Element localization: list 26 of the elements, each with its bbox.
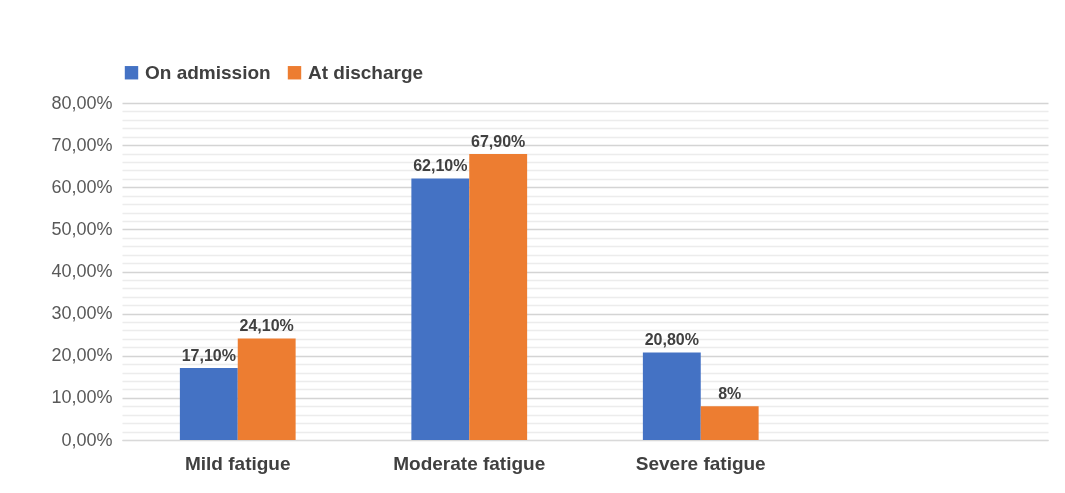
bar [700,406,759,440]
bar [642,352,701,440]
data-label: 17,10% [181,346,236,364]
x-tick-label: Severe fatigue [635,452,766,474]
bar [411,178,470,440]
data-label: 62,10% [413,157,468,175]
data-label: 20,80% [644,331,699,349]
y-tick-label: 20,00% [51,345,113,366]
y-tick-label: 40,00% [51,261,113,281]
bar [237,338,296,440]
y-tick-label: 70,00% [51,134,113,155]
x-tick-label: Mild fatigue [184,452,291,474]
y-tick-label: 60,00% [51,176,113,197]
data-label: 67,90% [471,132,526,150]
legend-label: At discharge [308,61,424,83]
data-label: 24,10% [239,317,294,335]
y-tick-label: 0,00% [61,429,113,450]
bar [469,153,528,440]
bar [179,367,238,440]
y-tick-label: 30,00% [51,303,113,324]
y-tick-label: 80,00% [51,92,113,113]
legend-label: On admission [145,61,271,83]
y-tick-label: 50,00% [51,218,113,239]
data-label: 8% [718,385,742,403]
x-tick-label: Moderate fatigue [393,452,546,474]
y-tick-label: 10,00% [51,387,113,408]
